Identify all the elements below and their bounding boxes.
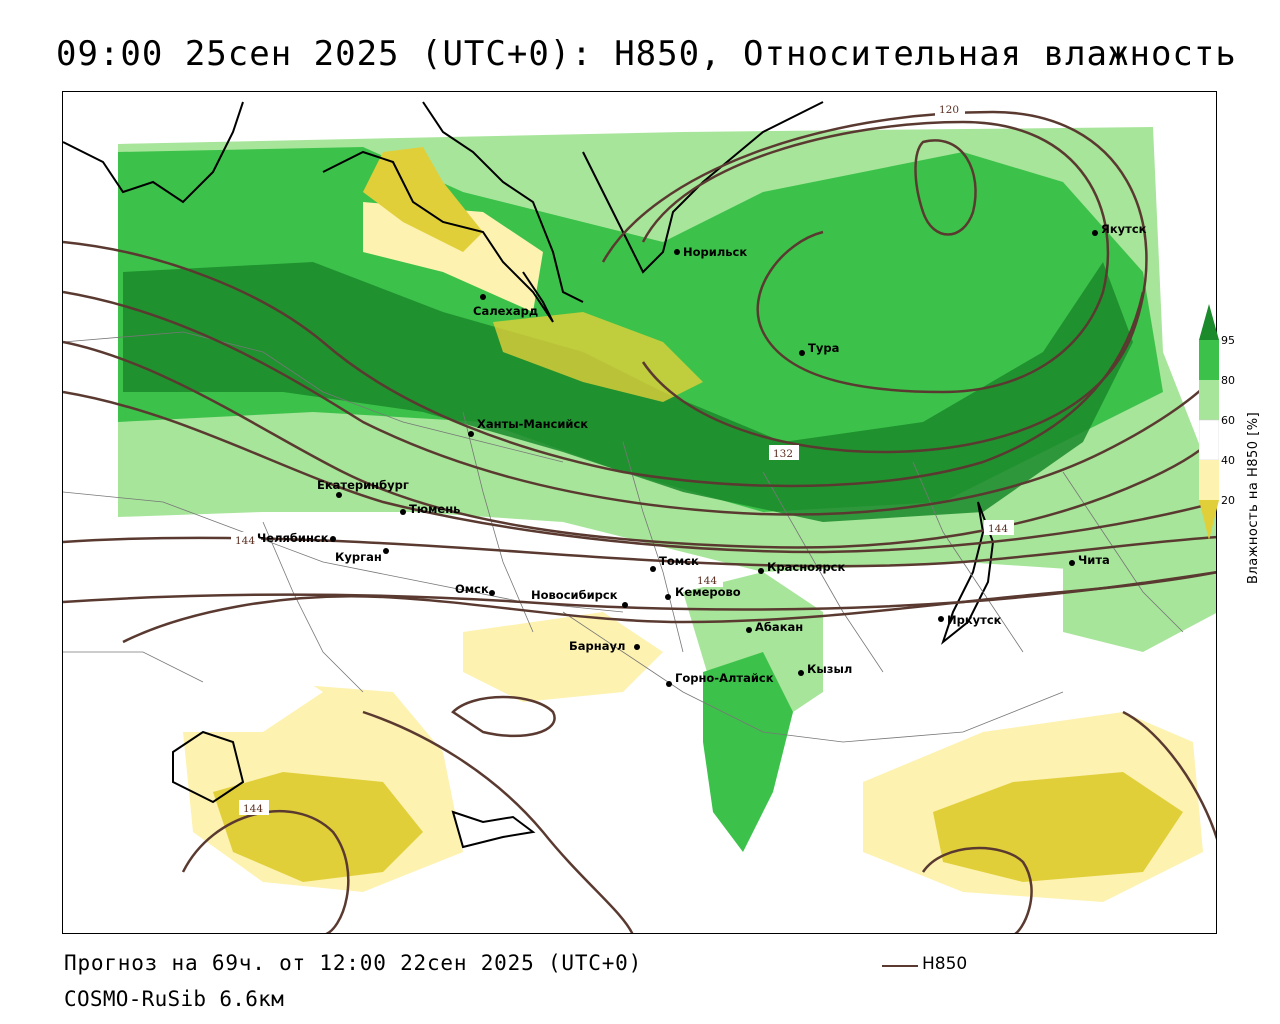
city-tura: Тура <box>808 341 839 355</box>
city-khanty-mansiysk: Ханты-Мансийск <box>477 417 588 431</box>
colorbar <box>1199 304 1219 540</box>
city-marker <box>400 509 406 515</box>
city-marker <box>798 670 804 676</box>
colorbar-title: Влажность на H850 [%] <box>1246 411 1261 584</box>
map-area: 120 132 144 144 144 144 Норильск Якутск … <box>62 91 1217 934</box>
isoline-label: 144 <box>697 575 717 587</box>
city-norilsk: Норильск <box>683 245 747 259</box>
city-marker <box>1069 560 1075 566</box>
city-irkutsk: Иркутск <box>947 613 1002 627</box>
city-kemerovo: Кемерово <box>675 585 741 599</box>
isoline-label: 144 <box>988 523 1008 535</box>
city-krasnoyarsk: Красноярск <box>767 560 845 574</box>
isoline-label: 132 <box>773 448 793 460</box>
city-salekhard: Салехард <box>473 304 538 318</box>
colorbar-tick: 60 <box>1221 414 1235 427</box>
isoline-label: 144 <box>235 535 255 547</box>
model-info: COSMO-RuSib 6.6км <box>64 987 285 1011</box>
h850-isolines <box>63 110 1216 933</box>
city-marker <box>938 616 944 622</box>
city-yakutsk: Якутск <box>1101 222 1147 236</box>
city-omsk: Омск <box>455 582 489 596</box>
city-marker <box>746 627 752 633</box>
city-tyumen: Тюмень <box>409 502 460 516</box>
city-abakan: Абакан <box>755 620 803 634</box>
forecast-info: Прогноз на 69ч. от 12:00 22сен 2025 (UTC… <box>64 951 643 975</box>
city-marker <box>489 590 495 596</box>
colorbar-tick: 20 <box>1221 494 1235 507</box>
city-marker <box>758 568 764 574</box>
map-title: 09:00 25сен 2025 (UTC+0): H850, Относите… <box>56 34 1237 74</box>
city-marker <box>1092 230 1098 236</box>
cities: Норильск Якутск Салехард Тура Ханты-Манс… <box>257 222 1147 687</box>
city-marker <box>480 294 486 300</box>
city-kyzyl: Кызыл <box>807 662 852 676</box>
weather-map: 120 132 144 144 144 144 Норильск Якутск … <box>63 92 1216 933</box>
h850-legend-label: H850 <box>922 954 968 974</box>
coastline <box>63 101 995 849</box>
city-marker <box>468 431 474 437</box>
city-marker <box>650 566 656 572</box>
isoline-label: 120 <box>939 104 959 116</box>
city-marker <box>330 536 336 542</box>
city-marker <box>674 249 680 255</box>
isoline-label: 144 <box>243 803 263 815</box>
city-barnaul: Барнаул <box>569 639 625 653</box>
city-ekaterinburg: Екатеринбург <box>317 478 409 492</box>
city-marker <box>634 644 640 650</box>
city-marker <box>665 594 671 600</box>
city-tomsk: Томск <box>659 554 699 568</box>
city-gorno-altaysk: Горно-Алтайск <box>675 671 774 685</box>
colorbar-tick: 95 <box>1221 334 1235 347</box>
city-chelyabinsk: Челябинск <box>257 531 329 545</box>
city-marker <box>336 492 342 498</box>
colorbar-tick: 40 <box>1221 454 1235 467</box>
humidity-field <box>63 127 1216 902</box>
colorbar-tick: 80 <box>1221 374 1235 387</box>
city-marker <box>799 350 805 356</box>
city-kurgan: Курган <box>335 550 382 564</box>
city-marker <box>383 548 389 554</box>
city-chita: Чита <box>1078 553 1110 567</box>
isoline-labels: 120 132 144 144 144 144 <box>231 101 1014 815</box>
city-marker <box>622 602 628 608</box>
city-marker <box>666 681 672 687</box>
h850-legend-line <box>882 965 918 967</box>
admin-borders <box>63 331 1184 743</box>
city-novosibirsk: Новосибирск <box>531 588 618 602</box>
